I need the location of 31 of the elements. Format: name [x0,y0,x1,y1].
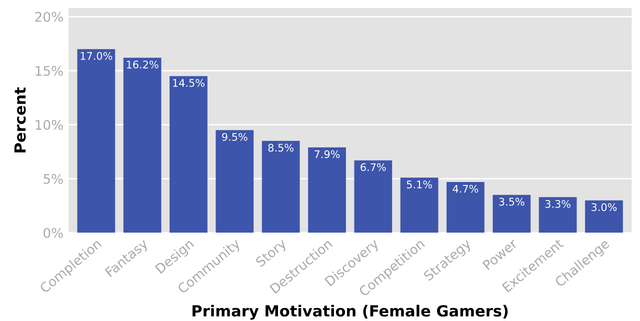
data-label: 16.2% [126,60,158,68]
bar [77,49,116,233]
bar [354,160,392,233]
bar [308,147,346,233]
data-label: 7.9% [314,150,340,158]
data-label: 9.5% [222,132,248,141]
data-label: 3.0% [592,203,617,212]
bar [446,182,484,233]
data-label: 4.7% [452,184,478,193]
data-label: 5.1% [406,180,432,188]
bar [492,194,531,233]
y-tick-label: 5% [44,174,63,184]
data-label: 17.0% [80,52,112,60]
y-tick-label: 0% [44,228,63,238]
bar [400,178,438,233]
bar [585,200,623,233]
bar [123,58,162,233]
y-tick-label: 20% [35,12,63,22]
bar [262,140,300,233]
y-axis-title: Percent [14,87,26,152]
data-label: 8.5% [268,144,294,152]
data-label: 3.3% [545,200,570,208]
y-tick-label: 10% [36,120,63,130]
data-label: 14.5% [173,78,204,87]
bar [216,130,254,233]
data-label: 6.7% [360,163,386,172]
bar [170,76,208,233]
data-label: 3.5% [499,198,524,206]
y-tick-label: 15% [36,66,63,76]
x-axis-title: Primary Motivation (Female Gamers) [192,304,508,320]
bar [538,197,577,233]
